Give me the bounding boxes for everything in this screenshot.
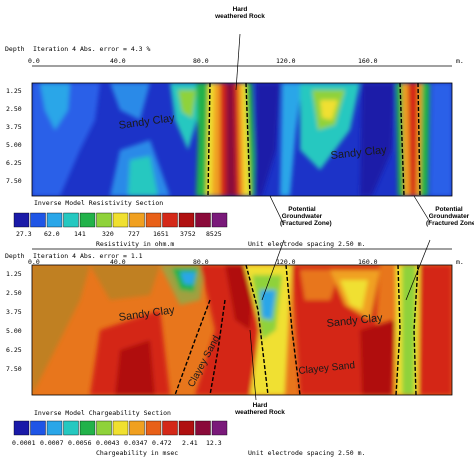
upper-legend-value-7: 8525 — [206, 230, 222, 238]
upper-depth-6: 7.50 — [6, 177, 22, 185]
lower-legend-title: Inverse Model Chargeability Section — [34, 409, 171, 417]
upper-depth-3: 3.75 — [6, 123, 22, 131]
resistivity-legend-swatches — [13, 212, 228, 228]
upper-depth-5: 6.25 — [6, 159, 22, 167]
resistivity-section — [32, 83, 452, 196]
resistivity-legend-swatch-10 — [178, 212, 195, 228]
lower-legend-value-6: 2.41 — [182, 439, 198, 447]
chargeability-section — [32, 265, 452, 395]
lower-legend-value-0: 0.0001 — [12, 439, 36, 447]
lower-x-unit: m. — [456, 258, 464, 266]
lower-legend-value-1: 0.0007 — [40, 439, 64, 447]
upper-legend-value-5: 1651 — [153, 230, 169, 238]
resistivity-legend-swatch-12 — [211, 212, 228, 228]
resistivity-legend-swatch-11 — [195, 212, 211, 228]
resistivity-legend-swatch-5 — [96, 212, 112, 228]
resistivity-legend-swatch-4 — [79, 212, 96, 228]
lower-x-tick-3: 120.0 — [276, 258, 296, 266]
annotation-groundwater-right: Potential Groundwater (Fractured Zone) — [426, 206, 474, 227]
upper-depth-2: 2.50 — [6, 105, 22, 113]
upper-legend-value-2: 141 — [74, 230, 86, 238]
lower-legend-value-7: 12.3 — [206, 439, 222, 447]
resistivity-boundary-left — [207, 83, 211, 196]
resistivity-fracture-left — [399, 83, 405, 196]
upper-depth-1: 1.25 — [6, 87, 22, 95]
upper-legend-value-4: 727 — [128, 230, 140, 238]
callout-lines — [235, 33, 431, 401]
lower-iteration-header: Iteration 4 Abs. error = 1.1 — [33, 252, 143, 260]
lower-depth-6: 7.50 — [6, 365, 22, 373]
lower-legend-value-2: 0.0056 — [68, 439, 92, 447]
upper-x-tick-1: 40.0 — [110, 57, 126, 65]
upper-x-tick-4: 160.0 — [358, 57, 378, 65]
chargeability-legend-swatches — [13, 420, 228, 436]
lower-legend-value-3: 0.0043 — [96, 439, 120, 447]
lower-depth-2: 2.50 — [6, 289, 22, 297]
chargeability-legend-swatch-6 — [112, 420, 129, 436]
chargeability-legend-swatch-4 — [79, 420, 96, 436]
chargeability-legend-swatch-9 — [162, 420, 178, 436]
chargeability-boundary-2 — [209, 299, 226, 395]
upper-x-tick-2: 80.0 — [193, 57, 209, 65]
resistivity-fracture-right — [417, 83, 421, 196]
lower-x-tick-2: 80.0 — [193, 258, 209, 266]
chargeability-legend-swatch-5 — [96, 420, 112, 436]
lower-depth-5: 6.25 — [6, 346, 22, 354]
chargeability-legend-swatch-0 — [13, 420, 30, 436]
chargeability-legend-swatch-3 — [63, 420, 79, 436]
upper-legend-value-0: 27.3 — [16, 230, 32, 238]
upper-spacing: Unit electrode spacing 2.50 m. — [248, 240, 366, 248]
upper-depth-4: 5.00 — [6, 141, 22, 149]
resistivity-legend-swatch-6 — [112, 212, 129, 228]
upper-legend-value-6: 3752 — [180, 230, 196, 238]
chargeability-legend-swatch-2 — [46, 420, 63, 436]
chargeability-legend-swatch-11 — [195, 420, 211, 436]
upper-x-tick-0: 0.0 — [28, 57, 40, 65]
upper-legend-units: Resistivity in ohm.m — [96, 240, 175, 248]
annotation-hard-rock-top: Hard weathered Rock — [215, 6, 265, 20]
annotation-groundwater-mid: Potential Groundwater (Fractured Zone) — [280, 206, 332, 227]
resistivity-legend-swatch-1 — [30, 212, 46, 228]
chargeability-fracture-right — [413, 265, 419, 395]
lower-x-tick-4: 160.0 — [358, 258, 378, 266]
chargeability-boundary-4 — [285, 265, 301, 395]
chargeability-boundary-1 — [174, 299, 211, 395]
chargeability-boundary-3 — [245, 265, 269, 395]
lower-x-tick-1: 40.0 — [110, 258, 126, 266]
lower-depth-label: Depth — [5, 252, 25, 260]
lower-legend-value-4: 0.0347 — [124, 439, 148, 447]
resistivity-legend-swatch-9 — [162, 212, 178, 228]
chargeability-legend-swatch-12 — [211, 420, 228, 436]
upper-legend-value-3: 320 — [102, 230, 114, 238]
lower-legend-units: Chargeability in msec — [96, 449, 179, 457]
upper-depth-label: Depth — [5, 45, 25, 53]
upper-x-unit: m. — [456, 57, 464, 65]
lower-legend-value-5: 0.472 — [152, 439, 172, 447]
chargeability-fracture-left — [395, 265, 401, 395]
resistivity-boundary-right — [245, 83, 251, 196]
chargeability-legend-swatch-7 — [129, 420, 145, 436]
lower-spacing: Unit electrode spacing 2.50 m. — [248, 449, 366, 457]
lower-x-tick-0: 0.0 — [28, 258, 40, 266]
resistivity-legend-swatch-2 — [46, 212, 63, 228]
resistivity-legend-swatch-3 — [63, 212, 79, 228]
lower-depth-4: 5.00 — [6, 327, 22, 335]
chargeability-legend-swatch-10 — [178, 420, 195, 436]
resistivity-legend-swatch-0 — [13, 212, 30, 228]
resistivity-legend-swatch-8 — [145, 212, 162, 228]
upper-x-tick-3: 120.0 — [276, 57, 296, 65]
resistivity-legend-swatch-7 — [129, 212, 145, 228]
chargeability-legend-swatch-1 — [30, 420, 46, 436]
upper-legend-title: Inverse Model Resistivity Section — [34, 199, 164, 207]
lower-depth-1: 1.25 — [6, 270, 22, 278]
upper-iteration-header: Iteration 4 Abs. error = 4.3 % — [33, 45, 151, 53]
chargeability-legend-swatch-8 — [145, 420, 162, 436]
upper-legend-value-1: 62.0 — [44, 230, 60, 238]
lower-depth-3: 3.75 — [6, 308, 22, 316]
annotation-hard-rock-bottom: Hard weathered Rock — [235, 402, 285, 416]
